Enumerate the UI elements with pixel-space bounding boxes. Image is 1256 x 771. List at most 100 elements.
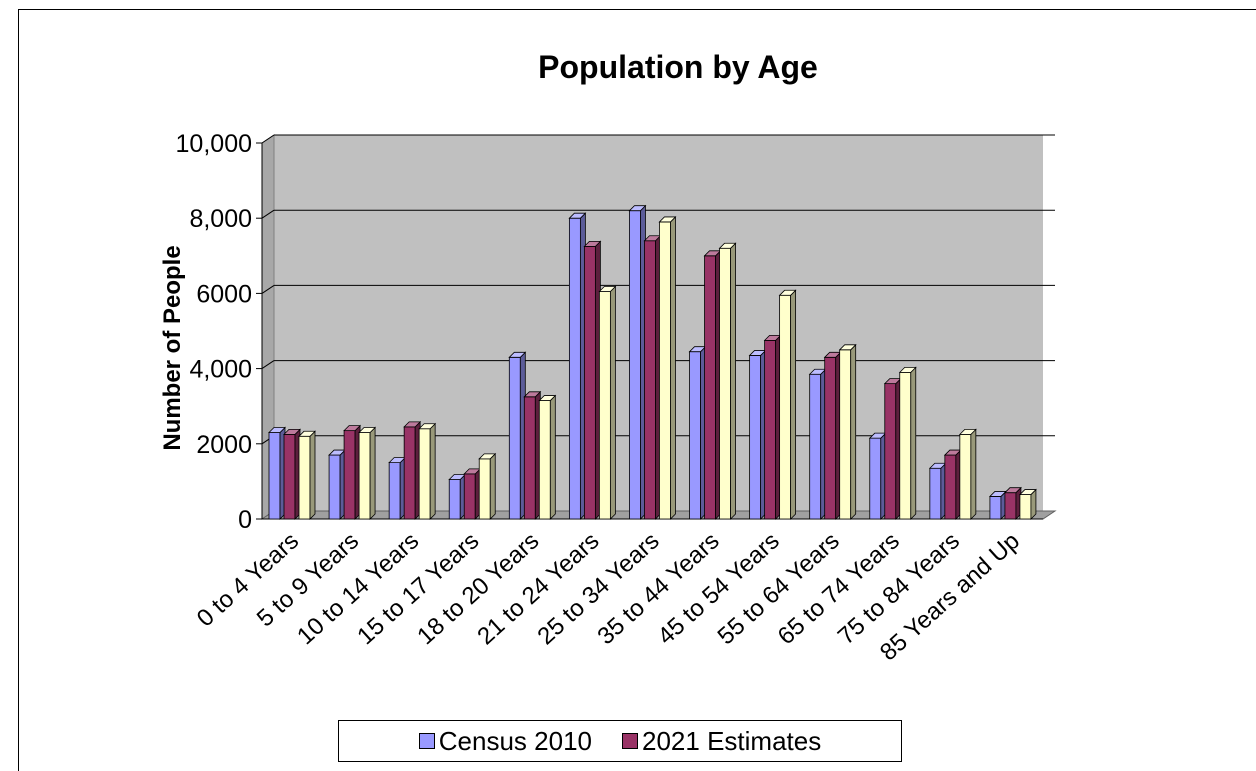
bar-front <box>1004 492 1017 520</box>
bar-front <box>388 462 401 520</box>
bar-front <box>659 221 671 520</box>
y-tick-label: 6000 <box>196 280 252 308</box>
bar-0-9 <box>808 368 827 520</box>
bar-front <box>869 437 882 520</box>
bar-front <box>1019 494 1032 520</box>
bar-0-7 <box>688 345 707 520</box>
bar-1-5 <box>583 240 602 520</box>
bar-side <box>609 285 616 520</box>
bar-2-2 <box>418 422 437 520</box>
bar-1-7 <box>703 249 722 520</box>
bar-0-0 <box>268 426 286 520</box>
bar-front <box>538 400 551 520</box>
bar-top <box>583 240 602 247</box>
bar-top <box>958 428 977 435</box>
y-axis-title: Number of People <box>159 245 186 450</box>
bar-0-4 <box>508 351 527 520</box>
bar-front <box>629 210 641 520</box>
bar-front <box>899 371 912 520</box>
bar-front <box>343 430 356 520</box>
bar-1-12 <box>1003 486 1022 520</box>
bar-1-0 <box>283 428 301 520</box>
bar-1-1 <box>343 424 362 520</box>
bar-2-8 <box>778 289 797 520</box>
bar-front <box>283 433 296 520</box>
bar-2-5 <box>598 285 617 520</box>
bar-front <box>328 454 341 520</box>
bar-front <box>719 247 731 520</box>
bar-0-5 <box>568 212 587 520</box>
bar-top <box>283 428 301 435</box>
bar-2-10 <box>898 366 917 520</box>
bar-top <box>508 351 527 358</box>
bar-top <box>568 212 587 219</box>
bar-2-0 <box>298 430 316 520</box>
bar-front <box>463 473 476 520</box>
chart-title: Population by Age <box>538 49 818 85</box>
bar-0-11 <box>928 462 947 520</box>
gridline-side <box>261 209 275 219</box>
bar-side <box>730 242 736 520</box>
bar-front <box>508 356 521 520</box>
gridline-side <box>261 360 275 370</box>
bar-front <box>749 355 762 520</box>
bar-0-8 <box>748 349 767 520</box>
y-tick-label: 8,000 <box>189 205 252 233</box>
bar-front <box>809 373 822 520</box>
bar-1-6 <box>643 234 662 520</box>
legend-entry-2021-estimates: 2021 Estimates <box>622 726 821 757</box>
bar-side <box>429 422 436 520</box>
bar-front <box>824 356 837 520</box>
bar-front <box>839 349 852 520</box>
bar-top <box>718 242 737 249</box>
bar-front <box>568 217 581 520</box>
bar-top <box>778 289 797 296</box>
bar-2-6 <box>658 215 677 520</box>
gridline-side <box>261 284 275 294</box>
bar-front <box>929 467 942 520</box>
bar-front <box>478 458 491 520</box>
bar-1-11 <box>943 449 962 520</box>
bar-1-3 <box>463 467 482 520</box>
bar-front <box>268 432 281 520</box>
bar-top <box>538 395 557 401</box>
legend-label-2021-estimates: 2021 Estimates <box>642 725 822 756</box>
bar-group <box>268 204 1037 520</box>
bar-front <box>944 454 957 520</box>
bar-1-10 <box>883 377 902 520</box>
bar-0-1 <box>328 449 347 520</box>
bar-top <box>478 453 497 460</box>
bar-1-2 <box>403 420 422 520</box>
bar-2-1 <box>358 426 377 520</box>
bar-top <box>898 366 917 373</box>
bar-side <box>369 426 376 520</box>
y-tick-label: 10,000 <box>176 130 252 158</box>
bar-0-2 <box>388 456 407 520</box>
bar-front <box>298 435 311 520</box>
bar-front <box>689 351 701 520</box>
bar-top <box>403 421 422 428</box>
bar-side <box>970 428 977 520</box>
bar-front <box>418 428 431 520</box>
bar-top <box>1018 489 1037 495</box>
y-tick-label: 4,000 <box>189 356 252 384</box>
legend-label-census-2010: Census 2010 <box>438 725 592 756</box>
bar-front <box>764 339 777 520</box>
bar-front <box>403 426 416 520</box>
bar-front <box>989 496 1002 520</box>
legend-entry-census-2010: Census 2010 <box>418 725 592 757</box>
bar-front <box>884 383 897 520</box>
legend: Census 2010 2021 Estimates <box>338 720 902 762</box>
bar-top <box>628 205 647 212</box>
bar-side <box>549 394 556 520</box>
bar-2-3 <box>478 452 497 520</box>
legend-swatch-2021-estimates <box>622 733 638 749</box>
bar-top <box>658 216 677 223</box>
bar-front <box>583 245 596 520</box>
bar-front <box>779 294 792 520</box>
bar-side <box>489 452 496 520</box>
bar-0-12 <box>988 490 1007 520</box>
bar-side <box>850 343 857 520</box>
